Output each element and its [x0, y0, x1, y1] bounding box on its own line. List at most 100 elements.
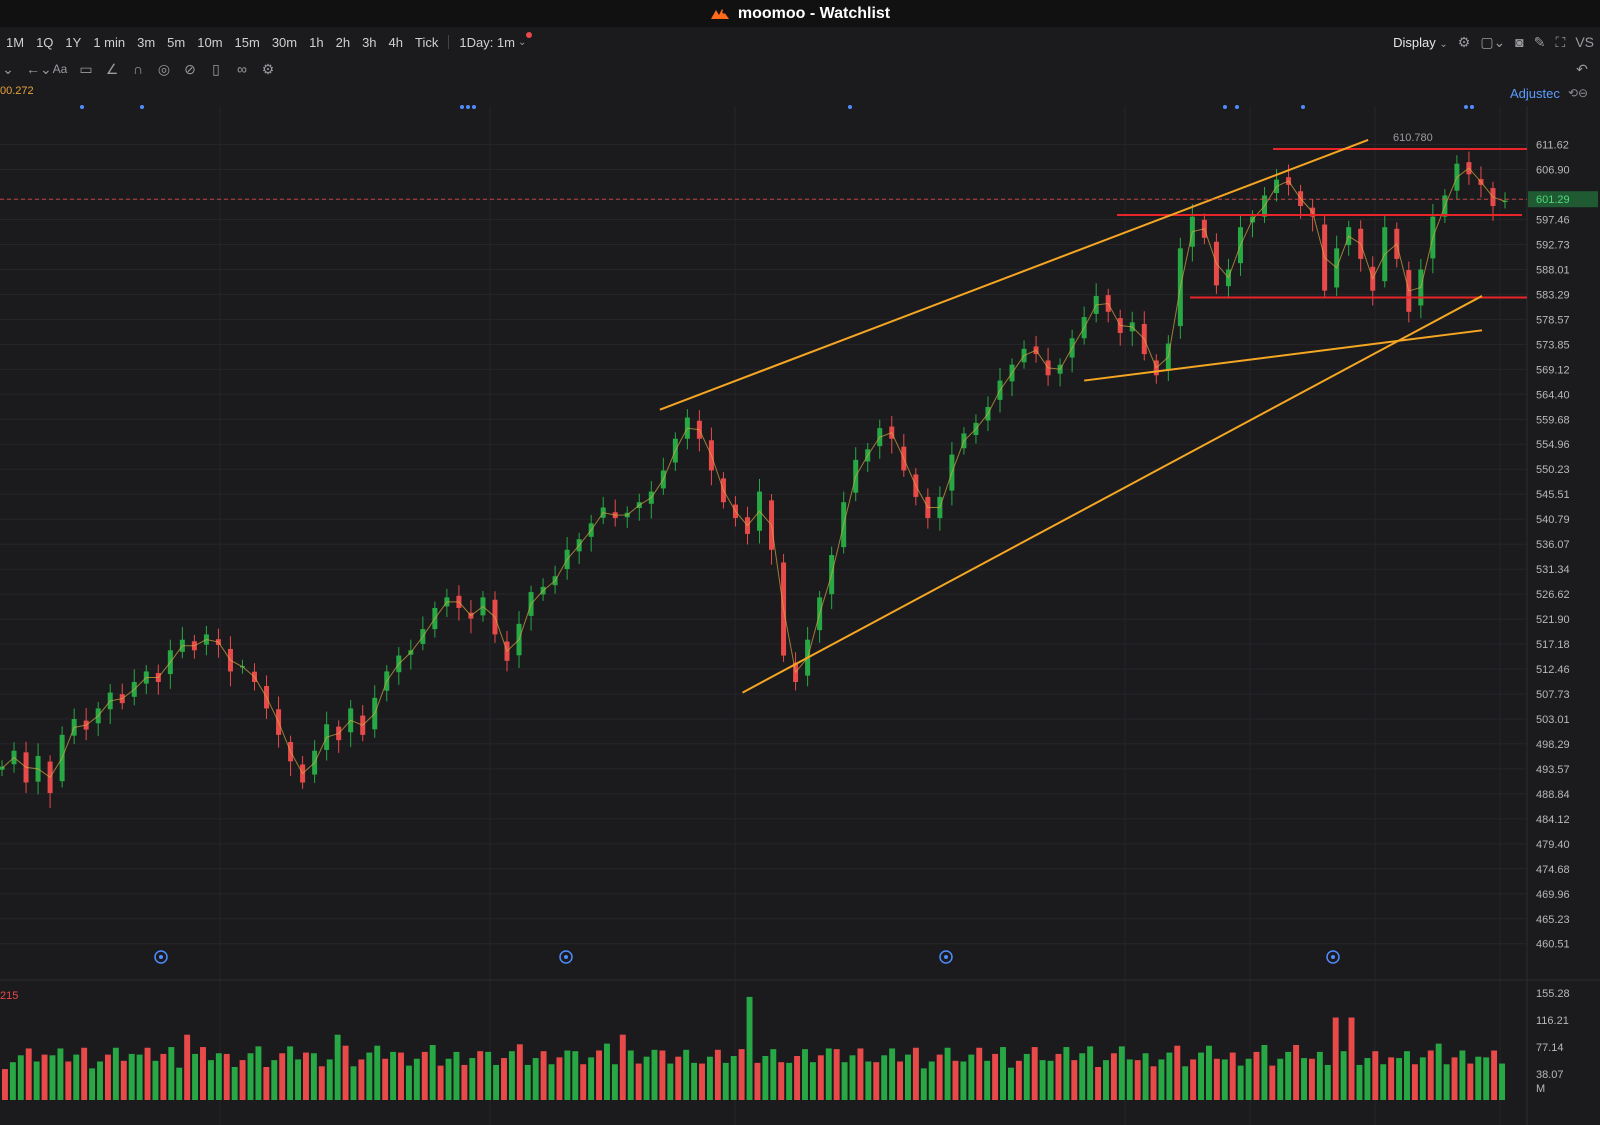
- volume-bar: [1348, 1017, 1355, 1100]
- volume-bar: [596, 1050, 602, 1100]
- volume-bar: [2, 1069, 8, 1100]
- y-axis-tick-label: 592.73: [1536, 239, 1570, 251]
- volume-bar: [897, 1061, 903, 1100]
- at-marker-icon: [1326, 950, 1340, 964]
- volume-axis-tick-label: 38.07: [1536, 1069, 1564, 1081]
- volume-bar: [675, 1056, 682, 1100]
- volume-bar: [263, 1067, 270, 1100]
- active-timeframe-dropdown[interactable]: 1Day: 1m ⌄: [453, 31, 533, 50]
- volume-bar: [540, 1051, 547, 1100]
- volume-bar: [382, 1058, 389, 1100]
- timeframe-15m[interactable]: 15m: [234, 34, 260, 50]
- settings-icon[interactable]: ⚙: [261, 60, 275, 77]
- volume-bar: [1388, 1057, 1395, 1100]
- timeframe-2h[interactable]: 2h: [335, 34, 351, 50]
- volume-bar: [477, 1051, 484, 1100]
- y-axis-tick-label: 588.01: [1536, 264, 1570, 276]
- volume-bar: [1039, 1060, 1046, 1100]
- eye-icon[interactable]: ◎: [157, 60, 171, 77]
- layout-icon[interactable]: ▢⌄: [1480, 33, 1506, 50]
- timeframe-1y[interactable]: 1Y: [65, 34, 82, 50]
- volume-bar: [1364, 1058, 1371, 1100]
- event-marker: [140, 105, 144, 109]
- chevron-down-icon: ⌄: [518, 36, 527, 48]
- fullscreen-icon[interactable]: ⛶: [1555, 33, 1566, 50]
- comment-icon[interactable]: ▭: [79, 60, 93, 77]
- display-dropdown[interactable]: Display ⌄: [1393, 35, 1448, 50]
- at-marker-dot: [1331, 955, 1335, 959]
- back-arrow-icon[interactable]: ⌄: [2, 60, 14, 77]
- timeframe-4h[interactable]: 4h: [388, 34, 403, 50]
- volume-bar: [1316, 1051, 1323, 1100]
- volume-bar: [25, 1048, 32, 1100]
- y-axis-tick-label: 569.12: [1536, 364, 1570, 376]
- volume-bar: [889, 1048, 896, 1100]
- timeframe-1m-month[interactable]: 1M: [6, 34, 25, 50]
- vs-button[interactable]: VS: [1575, 34, 1594, 50]
- volume-bar: [580, 1064, 587, 1100]
- timeframe-1h[interactable]: 1h: [309, 34, 324, 50]
- undo-arrow-icon[interactable]: ←⌄: [26, 60, 52, 77]
- current-price-tag: [1528, 191, 1598, 208]
- volume-bar: [1166, 1052, 1173, 1100]
- volume-bar: [398, 1052, 404, 1100]
- timeframe-30m[interactable]: 30m: [271, 34, 298, 50]
- y-axis-tick-label: 611.62: [1536, 140, 1569, 152]
- timeframe-3m[interactable]: 3m: [137, 34, 156, 50]
- timeframe-1q[interactable]: 1Q: [36, 34, 54, 50]
- line-tool-icon[interactable]: ∠: [105, 60, 119, 77]
- current-price-label: 601.29: [1536, 194, 1570, 206]
- link-icon[interactable]: ∞: [237, 61, 247, 77]
- y-axis-tick-label: 578.57: [1536, 314, 1570, 326]
- volume-bar: [152, 1060, 159, 1100]
- y-axis-tick-label: 540.79: [1536, 514, 1570, 526]
- timeframe-5m[interactable]: 5m: [167, 34, 186, 50]
- volume-bar: [461, 1064, 468, 1100]
- timeframe-3h[interactable]: 3h: [362, 34, 377, 50]
- volume-bar: [817, 1055, 824, 1100]
- volume-bar: [1206, 1045, 1212, 1100]
- price-indicator: 00.272: [0, 85, 34, 97]
- chart-area[interactable]: 611.62 606.90 601.29 597.46 592.73 588.01 583.…: [0, 81, 1600, 1125]
- y-axis-tick-label: 498.29: [1536, 739, 1570, 751]
- y-axis-tick-label: 460.51: [1536, 939, 1570, 951]
- volume-bar: [310, 1053, 317, 1100]
- adjusted-label[interactable]: Adjustec: [1510, 86, 1560, 101]
- pen-icon[interactable]: ✎: [1533, 33, 1546, 50]
- y-axis-tick-label: 521.90: [1536, 614, 1570, 626]
- timeframe-tick[interactable]: Tick: [415, 34, 439, 50]
- camera-icon[interactable]: ◙: [1515, 34, 1524, 50]
- y-axis-tick-label: 507.73: [1536, 689, 1570, 701]
- timeframe-10m[interactable]: 10m: [197, 34, 223, 50]
- volume-bar: [730, 1056, 737, 1100]
- volume-bar: [255, 1046, 262, 1100]
- chevron-down-icon: ⌄: [1439, 38, 1448, 50]
- event-marker: [848, 105, 852, 109]
- timeframe-1min[interactable]: 1 min: [93, 34, 126, 50]
- volume-bar: [128, 1053, 135, 1100]
- volume-bar: [1063, 1047, 1070, 1100]
- volume-bar: [1269, 1065, 1276, 1100]
- volume-bar: [215, 1053, 222, 1100]
- font-icon[interactable]: Aa: [52, 62, 68, 76]
- reset-icon[interactable]: ⟲⊖: [1568, 86, 1589, 100]
- y-axis-tick-label: 550.23: [1536, 464, 1570, 476]
- volume-bar: [112, 1047, 119, 1100]
- trash-icon[interactable]: ▯: [212, 60, 220, 77]
- event-marker: [1223, 105, 1227, 109]
- y-axis-tick-label: 512.46: [1536, 664, 1570, 676]
- y-axis-tick-label: 545.51: [1536, 489, 1570, 501]
- price-chart[interactable]: 611.62 606.90 601.29 597.46 592.73 588.01 583.…: [0, 81, 1600, 1125]
- volume-bar: [588, 1057, 595, 1100]
- volume-bar: [905, 1054, 911, 1100]
- hide-icon[interactable]: ⊘: [184, 60, 196, 77]
- volume-bar: [1031, 1047, 1038, 1100]
- volume-bar: [825, 1048, 832, 1100]
- volume-bar: [857, 1048, 864, 1100]
- settings-icon[interactable]: ⚙: [1457, 33, 1471, 50]
- volume-bar: [762, 1056, 769, 1100]
- magnet-icon[interactable]: ∩: [132, 61, 144, 77]
- volume-axis-tick-label: 77.14: [1536, 1042, 1564, 1054]
- redo-icon[interactable]: ↶: [1576, 60, 1588, 77]
- volume-bar: [912, 1047, 919, 1100]
